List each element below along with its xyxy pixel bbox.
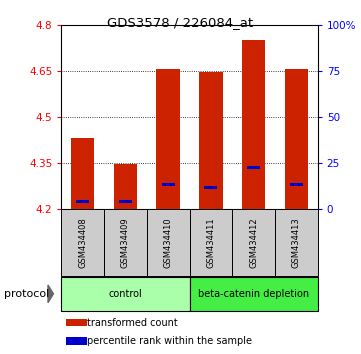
Bar	[162, 183, 175, 186]
Bar	[104, 209, 147, 276]
Bar	[114, 164, 137, 209]
Bar	[190, 277, 318, 311]
Bar	[190, 209, 232, 276]
Text: beta-catenin depletion: beta-catenin depletion	[198, 289, 309, 299]
Bar	[290, 183, 303, 186]
Bar	[275, 209, 318, 276]
Text: GDS3578 / 226084_at: GDS3578 / 226084_at	[108, 16, 253, 29]
Bar	[247, 166, 260, 169]
Bar	[284, 69, 308, 209]
Bar	[147, 209, 190, 276]
Bar	[156, 69, 180, 209]
Text: transformed count: transformed count	[87, 318, 178, 328]
Bar	[119, 200, 132, 203]
Bar	[204, 186, 217, 189]
Text: GSM434412: GSM434412	[249, 217, 258, 268]
Bar	[66, 319, 87, 326]
Text: GSM434410: GSM434410	[164, 217, 173, 268]
Bar	[76, 200, 89, 203]
Text: GSM434409: GSM434409	[121, 217, 130, 268]
Bar	[199, 72, 223, 209]
Bar	[71, 138, 95, 209]
Bar	[242, 40, 265, 209]
Bar	[232, 209, 275, 276]
Text: GSM434411: GSM434411	[206, 217, 216, 268]
Polygon shape	[48, 285, 53, 303]
Bar	[61, 277, 190, 311]
Text: percentile rank within the sample: percentile rank within the sample	[87, 336, 252, 346]
Text: GSM434413: GSM434413	[292, 217, 301, 268]
Text: GSM434408: GSM434408	[78, 217, 87, 268]
Text: protocol: protocol	[4, 289, 49, 299]
Bar	[61, 209, 104, 276]
Bar	[66, 337, 87, 345]
Text: control: control	[109, 289, 142, 299]
